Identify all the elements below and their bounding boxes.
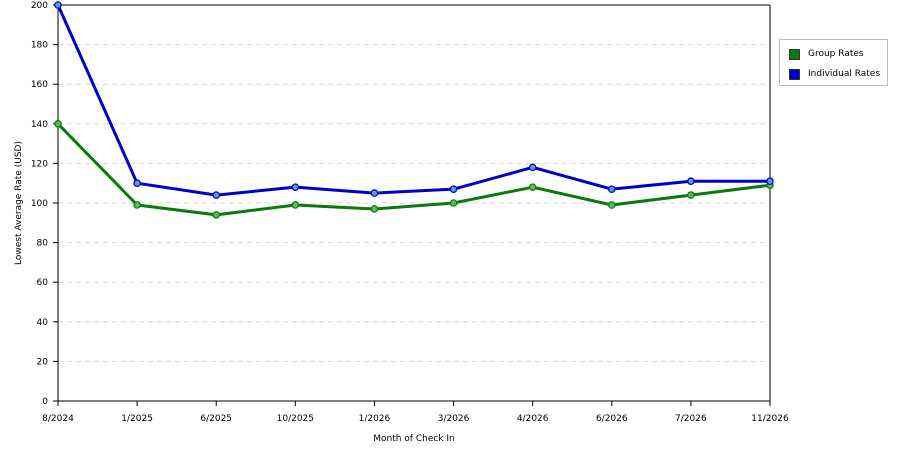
x-tick-label: 8/2024: [42, 414, 74, 424]
data-point-group-rates: [687, 191, 695, 199]
legend: Group Rates Individual Rates: [779, 39, 888, 86]
y-axis-title: Lowest Average Rate (USD): [14, 141, 24, 265]
y-tick-label: 100: [31, 199, 48, 209]
legend-item-individual-rates: Individual Rates: [789, 67, 880, 81]
data-point-group-rates: [212, 211, 221, 219]
y-tick-label: 40: [37, 318, 49, 328]
series-individual-rates: [54, 1, 774, 199]
x-tick-label: 6/2025: [200, 414, 232, 424]
legend-swatch-group-rates: [789, 48, 800, 60]
data-point-individual-rates: [291, 183, 300, 191]
data-point-group-rates: [291, 201, 300, 209]
data-point-group-rates: [133, 201, 141, 209]
x-tick-label: 4/2026: [517, 414, 549, 424]
data-point-individual-rates: [212, 191, 221, 199]
y-tick-label: 120: [31, 159, 48, 169]
data-point-individual-rates: [133, 179, 141, 188]
y-tick-label: 80: [37, 239, 49, 249]
y-tick-label: 200: [31, 1, 48, 11]
y-tick-label: 60: [37, 278, 49, 288]
data-point-individual-rates: [607, 185, 616, 193]
data-point-individual-rates: [370, 189, 379, 197]
data-point-individual-rates: [528, 163, 537, 172]
x-tick-label: 10/2025: [277, 414, 314, 424]
data-point-individual-rates: [687, 177, 695, 186]
legend-swatch-individual-rates: [789, 68, 800, 80]
y-tick-label: 0: [42, 397, 48, 407]
y-tick-label: 140: [31, 120, 48, 130]
series-line-individual-rates: [56, 4, 770, 197]
legend-label-group-rates: Group Rates: [808, 49, 864, 59]
x-tick-label: 1/2026: [359, 414, 391, 424]
series-line-group-rates: [56, 122, 771, 217]
x-tick-label: 1/2025: [121, 414, 153, 424]
data-point-group-rates: [528, 183, 537, 191]
data-point-group-rates: [370, 205, 379, 213]
y-tick-label: 160: [31, 80, 48, 90]
x-tick-label: 3/2026: [438, 414, 470, 424]
axes: [53, 4, 771, 406]
x-axis-title: Month of Check In: [373, 434, 455, 444]
tick-labels: 0 20 40 60 80 100 120 140 160 180 200 8/2024 1/2025 6…: [31, 1, 789, 424]
data-point-individual-rates: [766, 177, 774, 186]
y-tick-label: 20: [37, 357, 49, 367]
data-point-group-rates: [54, 120, 62, 128]
data-point-individual-rates: [54, 1, 62, 9]
y-tick-label: 180: [31, 41, 48, 51]
data-point-individual-rates: [449, 185, 458, 193]
x-tick-label: 7/2026: [675, 414, 707, 424]
x-tick-label: 11/2026: [751, 414, 789, 424]
data-point-group-rates: [449, 199, 458, 207]
x-tick-label: 6/2026: [596, 414, 628, 424]
legend-label-individual-rates: Individual Rates: [808, 69, 881, 79]
data-point-group-rates: [607, 201, 616, 209]
series-group: [54, 1, 774, 219]
legend-item-group-rates: Group Rates: [789, 47, 864, 61]
